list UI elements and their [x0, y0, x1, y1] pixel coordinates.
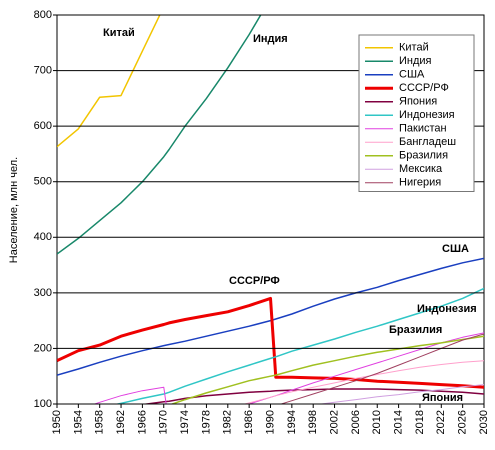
series-line: [140, 388, 484, 404]
y-tick-label: 300: [34, 287, 52, 299]
series-line: [57, 296, 484, 389]
legend-label: США: [399, 69, 425, 81]
series-line: [57, 15, 161, 148]
x-tick-label: 1966: [136, 410, 148, 434]
legend-label: Мексика: [399, 163, 443, 175]
x-tick-label: 1986: [243, 410, 255, 434]
y-axis-label: Население, млн чел.: [8, 157, 20, 263]
x-tick-label: 1990: [264, 410, 276, 434]
x-tick-label: 1954: [72, 410, 84, 434]
annotation: Бразилия: [389, 324, 442, 336]
annotation: Китай: [103, 27, 135, 39]
legend-label: Нигерия: [399, 177, 441, 189]
x-tick-label: 2014: [393, 410, 405, 434]
y-tick-label: 100: [34, 398, 52, 410]
x-tick-label: 1994: [286, 410, 298, 434]
x-tick-label: 1998: [307, 410, 319, 434]
x-tick-label: 1962: [115, 410, 127, 434]
x-tick-label: 1982: [222, 410, 234, 434]
legend-label: Бангладеш: [399, 136, 456, 148]
legend-label: Бразилия: [399, 150, 448, 162]
x-tick-label: 2026: [457, 410, 469, 434]
annotation: Индонезия: [417, 303, 477, 315]
annotation: СССР/РФ: [229, 275, 280, 287]
x-tick-label: 2030: [478, 410, 490, 434]
x-tick-label: 2018: [414, 410, 426, 434]
y-tick-label: 700: [34, 64, 52, 76]
annotation: Япония: [422, 392, 463, 404]
legend-label: Япония: [399, 96, 437, 108]
legend-label: Индия: [399, 55, 432, 67]
x-tick-label: 2002: [328, 410, 340, 434]
y-tick-label: 400: [34, 231, 52, 243]
series-group: [57, 15, 484, 404]
legend-label: Китай: [399, 42, 429, 54]
series-line: [317, 384, 484, 404]
legend-label: СССР/РФ: [399, 82, 449, 94]
legend-label: Индонезия: [399, 109, 455, 121]
annotation: Индия: [253, 33, 288, 45]
series-line: [279, 333, 484, 404]
series-line: [242, 360, 484, 404]
series-line: [169, 335, 484, 404]
series-line: [114, 287, 484, 404]
y-tick-label: 500: [34, 176, 52, 188]
x-tick-label: 2022: [435, 410, 447, 434]
x-tick-label: 2010: [371, 410, 383, 434]
y-tick-label: 600: [34, 120, 52, 132]
series-line: [57, 15, 262, 255]
x-tick-label: 1974: [179, 410, 191, 434]
legend-label: Пакистан: [399, 123, 447, 135]
x-tick-label: 1958: [94, 410, 106, 434]
y-tick-label: 800: [34, 9, 52, 21]
x-tick-label: 1950: [51, 410, 63, 434]
x-tick-label: 2006: [350, 410, 362, 434]
x-tick-label: 1970: [158, 410, 170, 434]
x-tick-label: 1978: [200, 410, 212, 434]
annotation: США: [442, 243, 469, 255]
y-tick-label: 200: [34, 342, 52, 354]
